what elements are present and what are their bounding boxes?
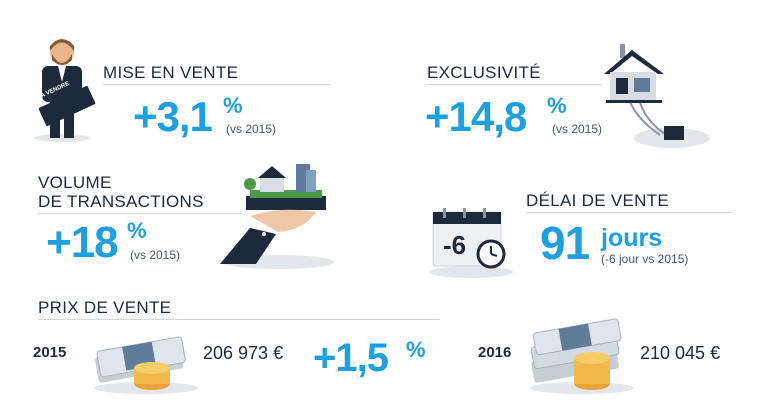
money-stack-icon: [530, 318, 634, 394]
volume-label-line2: DE TRANSACTIONS: [38, 192, 204, 211]
delai-comparison: (-6 jour vs 2015): [601, 252, 689, 266]
volume-percent: %: [127, 218, 147, 243]
hand-holding-house-illustration: [220, 164, 334, 269]
prix-label: PRIX DE VENTE: [38, 298, 172, 317]
house-illustration: [604, 44, 710, 148]
delai-value: 91: [540, 217, 590, 269]
volume-value: +18: [46, 218, 119, 267]
year-left: 2015: [33, 344, 67, 361]
amount-left: 206 973 €: [203, 343, 284, 363]
mise-en-vente-rule: [103, 84, 331, 85]
delai-rule: [526, 212, 732, 213]
exclusivite-value: +14,8: [425, 93, 527, 140]
prix-rule: [38, 319, 440, 320]
mise-en-vente-label: MISE EN VENTE: [103, 63, 239, 82]
calendar-text: -6: [443, 230, 467, 260]
prix-change: +1,5: [313, 336, 389, 380]
mise-en-vente-comparison: (vs 2015): [226, 122, 277, 136]
year-right: 2016: [478, 344, 512, 361]
exclusivite-comparison: (vs 2015): [552, 122, 603, 136]
man-with-sign-illustration: [34, 39, 96, 142]
volume-label-line1: VOLUME: [38, 173, 112, 192]
delai-unit: jours: [601, 224, 663, 252]
amount-right: 210 045 €: [640, 343, 721, 363]
exclusivite-percent: %: [547, 93, 567, 118]
mise-en-vente-percent: %: [223, 93, 243, 118]
volume-rule: [38, 213, 243, 214]
money-stack-icon: [94, 336, 198, 394]
prix-percent: %: [406, 337, 426, 362]
delai-label: DÉLAI DE VENTE: [526, 191, 670, 210]
volume-comparison: (vs 2015): [130, 248, 181, 262]
calendar-clock-illustration: [429, 208, 513, 278]
mise-en-vente-value: +3,1: [133, 93, 213, 140]
exclusivite-rule: [427, 84, 602, 85]
exclusivite-label: EXCLUSIVITÉ: [427, 63, 541, 82]
